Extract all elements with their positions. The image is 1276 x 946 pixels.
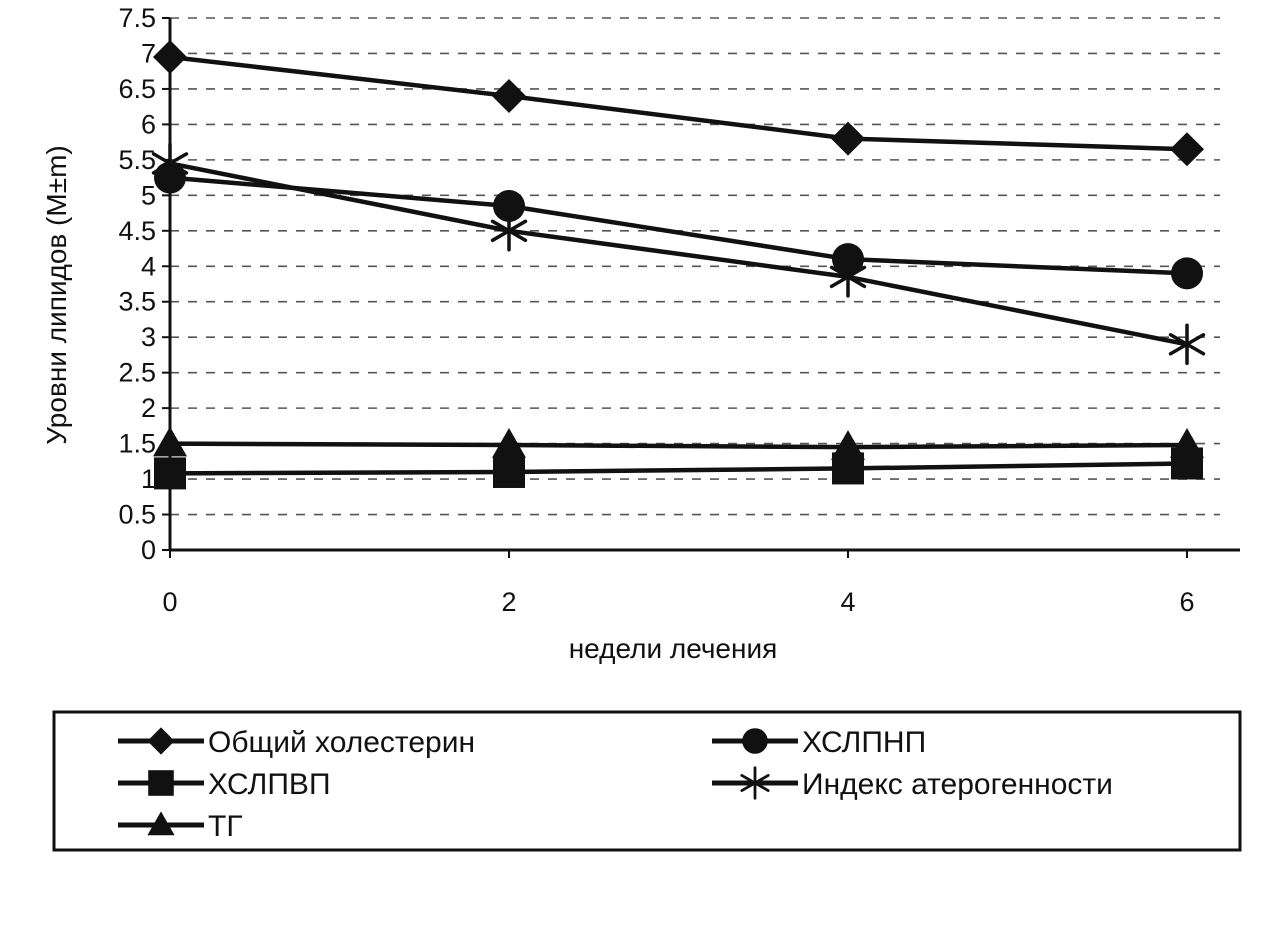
legend-marker-circle	[742, 728, 768, 754]
y-tick-label: 6	[141, 109, 156, 139]
legend-label: ХСЛПНП	[802, 726, 926, 759]
y-tick-label: 2.5	[118, 358, 156, 388]
x-tick-label: 6	[1179, 587, 1194, 617]
y-tick-label: 4.5	[118, 216, 156, 246]
y-tick-label: 1.5	[118, 429, 156, 459]
legend-marker-asterisk	[740, 766, 770, 800]
data-point-square	[493, 455, 525, 488]
y-tick-label: 3	[141, 322, 156, 352]
x-tick-label: 2	[501, 587, 516, 617]
data-point-diamond	[492, 79, 526, 114]
data-point-asterisk	[490, 210, 528, 252]
y-tick-label: 5	[141, 180, 156, 210]
data-point-diamond	[831, 121, 865, 156]
y-tick-label: 6.5	[118, 74, 156, 104]
data-point-diamond	[153, 40, 187, 75]
y-axis-title: Уровни липидов (M±m)	[41, 145, 72, 444]
legend-item: ХСЛПВП	[118, 768, 331, 801]
data-point-triangle	[492, 428, 526, 458]
legend-label: ТГ	[208, 810, 243, 843]
legend-label: Индекс атерогенности	[802, 768, 1113, 801]
data-point-triangle	[831, 430, 865, 460]
data-point-asterisk	[829, 256, 867, 298]
series-line-asterisk	[169, 161, 1188, 347]
y-tick-label: 0.5	[118, 500, 156, 530]
data-point-triangle	[153, 426, 187, 457]
data-point-asterisk	[1168, 323, 1206, 366]
series-markers	[151, 40, 1206, 490]
data-point-triangle	[1170, 428, 1204, 458]
legend-marker-triangle	[147, 811, 175, 836]
legend: Общий холестерин ХСЛПНП ХСЛПВП Индекс атеро…	[118, 726, 1113, 843]
y-tick-label: 7.5	[118, 3, 156, 33]
y-tick-labels: 0 0.5 1 1.5 2 2.5 3 3.5 4 4.5 5 5.5 6 6.5 7 7.5	[118, 3, 170, 565]
x-tick-label: 4	[840, 587, 855, 617]
legend-label: Общий холестерин	[208, 726, 475, 759]
legend-marker-square	[148, 770, 174, 796]
x-tick-labels: 0 2 4 6	[162, 550, 1195, 617]
data-point-asterisk	[151, 142, 189, 185]
series-line-diamond	[169, 54, 1188, 152]
series-line-square	[169, 461, 1188, 476]
legend-item: Индекс атерогенности	[712, 766, 1113, 801]
series-line-circle	[169, 175, 1188, 276]
data-point-diamond	[1170, 132, 1204, 167]
legend-item: ТГ	[118, 810, 243, 843]
legend-box	[52, 710, 1242, 852]
y-tick-label: 2	[141, 393, 156, 423]
y-tick-label: 7	[141, 38, 156, 68]
y-tick-label: 0	[141, 535, 156, 565]
y-tick-label: 5.5	[118, 145, 156, 175]
series-lines	[169, 54, 1188, 476]
grid-lines	[170, 17, 1220, 516]
data-point-circle	[1171, 257, 1203, 290]
x-axis-title: недели лечения	[569, 633, 778, 664]
y-tick-label: 3.5	[118, 287, 156, 317]
y-tick-label: 1	[141, 464, 156, 494]
legend-item: Общий холестерин	[118, 726, 475, 759]
data-point-circle	[493, 189, 525, 222]
legend-label: ХСЛПВП	[208, 768, 331, 801]
legend-marker-diamond	[147, 727, 175, 755]
x-tick-label: 0	[162, 587, 177, 617]
y-tick-label: 4	[141, 251, 156, 281]
legend-item: ХСЛПНП	[712, 726, 926, 759]
series-line-triangle	[169, 441, 1188, 450]
data-point-square	[154, 457, 186, 490]
